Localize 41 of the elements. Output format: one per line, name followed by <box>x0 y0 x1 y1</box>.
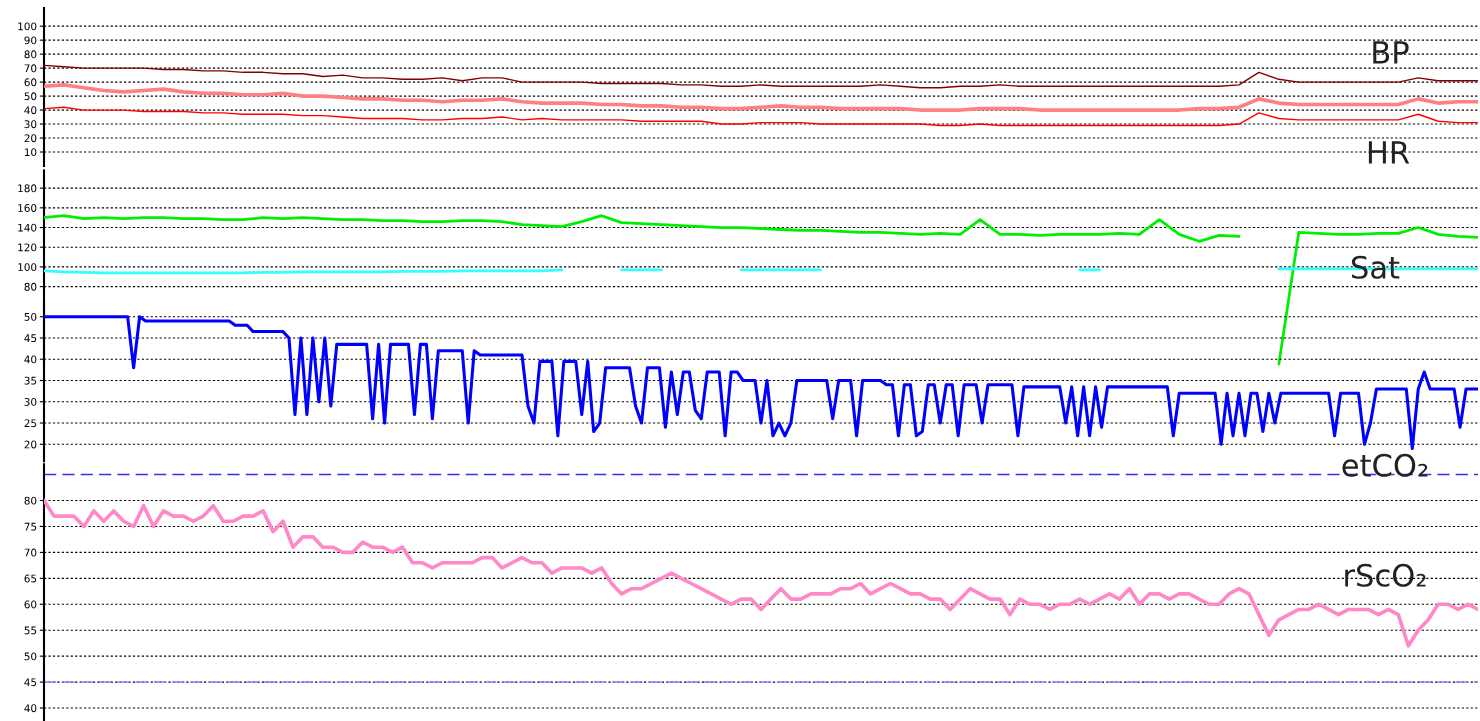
y-tick-label: 140 <box>18 223 37 232</box>
y-tick-label: 80 <box>24 282 37 291</box>
y-tick-label: 30 <box>24 120 37 129</box>
y-tick-label: 180 <box>18 184 37 193</box>
y-tick-label: 75 <box>24 522 37 531</box>
annotation: etCO₂ <box>1342 453 1428 477</box>
y-tick-label: 70 <box>24 64 37 73</box>
y-tick-label: 90 <box>24 36 37 45</box>
line-series <box>44 64 1478 89</box>
y-tick-label: 10 <box>24 148 37 157</box>
y-tick-label: 40 <box>24 355 37 364</box>
y-tick-label: 120 <box>18 243 37 252</box>
annotation: HR <box>1368 141 1410 164</box>
y-tick-label: 70 <box>24 548 37 557</box>
y-tick-label: 20 <box>24 440 37 449</box>
line-series <box>44 498 1478 648</box>
y-tick-label: 80 <box>24 50 37 59</box>
annotation: BP <box>1373 41 1409 64</box>
y-tick-label: 100 <box>18 263 37 272</box>
y-tick-label: 20 <box>24 134 37 143</box>
annotation: rScO₂ <box>1345 563 1426 587</box>
y-tick-label: 60 <box>24 78 37 87</box>
y-tick-label: 55 <box>24 626 37 635</box>
y-tick-label: 160 <box>18 204 37 212</box>
y-tick-label: 50 <box>24 652 37 661</box>
line-series <box>44 83 1478 112</box>
y-tick-label: 45 <box>24 334 37 343</box>
y-tick-label: 30 <box>24 397 37 406</box>
y-tick-label: 60 <box>24 600 37 609</box>
line-series <box>44 106 1478 127</box>
y-tick-label: 40 <box>24 704 37 713</box>
y-tick-label: 100 <box>18 22 37 31</box>
y-tick-label: 40 <box>24 106 37 115</box>
y-tick-label: 25 <box>24 419 37 428</box>
y-tick-label: 65 <box>24 574 37 583</box>
line-series <box>44 315 1478 451</box>
y-tick-label: 35 <box>24 376 37 385</box>
y-tick-label: 80 <box>24 496 37 505</box>
y-tick-label: 50 <box>24 312 37 321</box>
y-tick-label: 45 <box>24 678 37 687</box>
y-tick-label: 50 <box>24 92 37 101</box>
